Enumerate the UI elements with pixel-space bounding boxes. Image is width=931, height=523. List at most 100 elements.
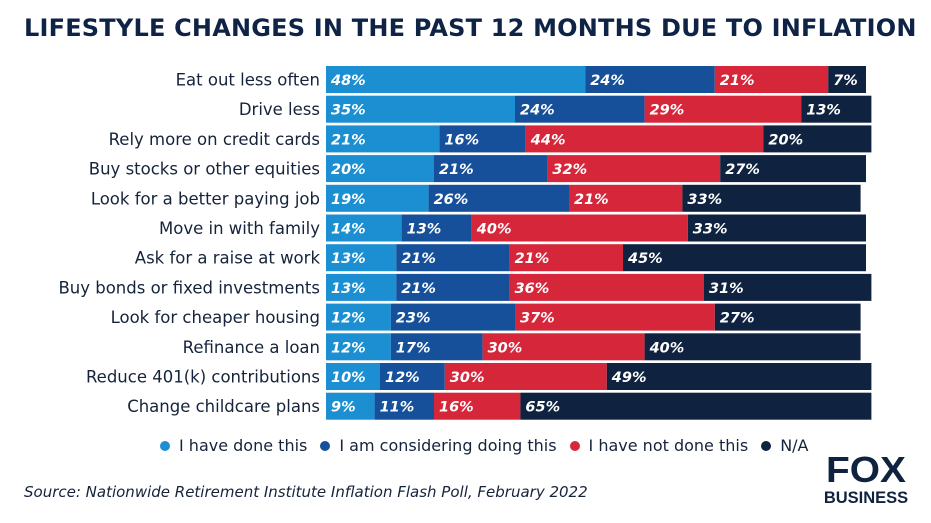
category-label-look-for-cheaper-housing: Look for cheaper housing [111,308,320,327]
bar-drive-less-i-have-done-this [326,95,515,123]
bar-move-in-with-family-i-have-not-done-this [471,214,688,242]
bar-refinance-a-loan-n-a [644,333,861,361]
chart-title: LIFESTYLE CHANGES IN THE PAST 12 MONTHS … [24,14,917,42]
value-label-ask-for-a-raise-at-work-i-am-considering-doing-this: 21% [401,251,436,267]
bar-drive-less-n-a [801,95,872,123]
value-label-refinance-a-loan-i-have-not-done-this: 30% [488,340,523,356]
value-label-look-for-cheaper-housing-n-a: 27% [720,311,755,327]
legend-item-considering: I am considering doing this [320,436,557,455]
value-label-eat-out-less-often-n-a: 7% [833,73,858,89]
bar-buy-stocks-or-other-equities-i-have-done-this [326,155,434,183]
bar-buy-bonds-or-fixed-investments-i-have-done-this [326,273,397,301]
category-label-change-childcare-plans: Change childcare plans [127,397,320,416]
legend-item-na: N/A [761,436,809,455]
bar-rely-more-on-credit-cards-n-a [763,125,872,153]
category-label-look-for-a-better-paying-job: Look for a better paying job [91,189,320,208]
bar-eat-out-less-often-n-a [828,66,866,93]
value-label-drive-less-i-am-considering-doing-this: 24% [520,103,555,119]
value-label-buy-stocks-or-other-equities-n-a: 27% [725,162,760,178]
value-label-buy-bonds-or-fixed-investments-i-have-done-this: 13% [331,281,366,297]
category-label-ask-for-a-raise-at-work: Ask for a raise at work [135,249,321,268]
logo-business: BUSINESS [824,489,908,507]
bar-move-in-with-family-i-have-done-this [326,214,402,242]
bar-buy-bonds-or-fixed-investments-i-am-considering-doing-this [396,273,510,301]
legend-item-done: I have done this [160,436,307,455]
category-label-reduce-401-k-contributions: Reduce 401(k) contributions [86,368,320,387]
bar-buy-bonds-or-fixed-investments-n-a [704,273,872,301]
bar-drive-less-i-have-not-done-this [644,95,802,123]
bar-look-for-cheaper-housing-i-am-considering-doing-this [390,303,515,331]
category-label-refinance-a-loan: Refinance a loan [183,338,320,357]
bar-rely-more-on-credit-cards-i-have-not-done-this [525,125,764,153]
bar-buy-stocks-or-other-equities-n-a [720,155,866,183]
value-label-look-for-cheaper-housing-i-have-not-done-this: 37% [520,311,555,327]
value-label-refinance-a-loan-i-am-considering-doing-this: 17% [396,340,431,356]
legend-item-not-done: I have not done this [569,436,748,455]
bar-move-in-with-family-n-a [687,214,866,242]
bar-change-childcare-plans-n-a [520,392,872,420]
legend-dot-na [761,440,772,451]
bar-buy-bonds-or-fixed-investments-i-have-not-done-this [509,273,704,301]
value-label-change-childcare-plans-n-a: 65% [525,400,560,416]
value-label-reduce-401-k-contributions-n-a: 49% [611,370,647,386]
bar-rely-more-on-credit-cards-i-am-considering-doing-this [439,125,526,153]
bar-ask-for-a-raise-at-work-i-have-done-this [326,244,397,272]
value-label-buy-stocks-or-other-equities-i-am-considering-doing-this: 21% [439,162,474,178]
value-label-buy-stocks-or-other-equities-i-have-done-this: 20% [331,162,366,178]
category-label-rely-more-on-credit-cards: Rely more on credit cards [109,130,320,149]
value-label-change-childcare-plans-i-have-not-done-this: 16% [439,400,474,416]
bar-refinance-a-loan-i-have-not-done-this [482,333,645,361]
value-label-change-childcare-plans-i-am-considering-doing-this: 11% [380,400,415,416]
bar-change-childcare-plans-i-have-not-done-this [434,392,521,420]
bar-drive-less-i-am-considering-doing-this [515,95,645,123]
value-label-buy-bonds-or-fixed-investments-n-a: 31% [709,281,744,297]
value-label-change-childcare-plans-i-have-done-this: 9% [331,400,356,416]
value-label-look-for-a-better-paying-job-i-have-done-this: 19% [331,192,366,208]
value-label-look-for-cheaper-housing-i-am-considering-doing-this: 23% [396,311,431,327]
value-label-look-for-a-better-paying-job-n-a: 33% [687,192,722,208]
bar-rely-more-on-credit-cards-i-have-done-this [326,125,440,153]
value-label-eat-out-less-often-i-have-done-this: 48% [330,73,366,89]
value-label-drive-less-n-a: 13% [806,103,841,119]
bar-reduce-401-k-contributions-n-a [606,363,872,390]
value-label-refinance-a-loan-n-a: 40% [649,340,685,356]
bar-reduce-401-k-contributions-i-have-not-done-this [444,363,607,390]
bar-buy-stocks-or-other-equities-i-have-not-done-this [547,155,721,183]
bar-buy-stocks-or-other-equities-i-am-considering-doing-this [434,155,548,183]
value-label-reduce-401-k-contributions-i-have-not-done-this: 30% [450,370,485,386]
value-label-rely-more-on-credit-cards-i-am-considering-doing-this: 16% [444,132,479,148]
bar-change-childcare-plans-i-have-done-this [326,392,375,420]
bar-reduce-401-k-contributions-i-have-done-this [326,363,380,390]
bar-ask-for-a-raise-at-work-i-have-not-done-this [509,244,623,272]
value-label-drive-less-i-have-done-this: 35% [331,103,366,119]
fox-business-logo: FOX BUSINESS [824,450,908,507]
legend-label-done: I have done this [179,436,308,455]
bar-refinance-a-loan-i-have-done-this [326,333,391,361]
bar-look-for-cheaper-housing-n-a [714,303,861,331]
bar-reduce-401-k-contributions-i-am-considering-doing-this [380,363,445,390]
value-label-eat-out-less-often-i-have-not-done-this: 21% [720,73,755,89]
value-label-rely-more-on-credit-cards-i-have-done-this: 21% [331,132,366,148]
value-label-ask-for-a-raise-at-work-n-a: 45% [627,251,663,267]
category-label-buy-stocks-or-other-equities: Buy stocks or other equities [89,160,320,179]
value-label-ask-for-a-raise-at-work-i-have-done-this: 13% [331,251,366,267]
value-label-buy-stocks-or-other-equities-i-have-not-done-this: 32% [552,162,587,178]
legend-label-na: N/A [780,436,809,455]
logo-fox: FOX [826,450,906,490]
category-label-buy-bonds-or-fixed-investments: Buy bonds or fixed investments [58,278,320,297]
category-label-eat-out-less-often: Eat out less often [176,71,320,90]
bar-eat-out-less-often-i-have-done-this [326,66,586,93]
bar-ask-for-a-raise-at-work-i-am-considering-doing-this [396,244,510,272]
stacked-bar-chart: Eat out less often 48% 24% 21% 7% Drive less 3… [58,66,872,420]
value-label-buy-bonds-or-fixed-investments-i-have-not-done-this: 36% [515,281,550,297]
value-label-ask-for-a-raise-at-work-i-have-not-done-this: 21% [515,251,550,267]
bar-look-for-a-better-paying-job-i-am-considering-doing-this [428,184,569,212]
chart-legend: I have done this I am considering doing … [160,436,822,455]
legend-dot-done [160,440,170,451]
value-label-look-for-a-better-paying-job-i-have-not-done-this: 21% [574,192,609,208]
value-label-move-in-with-family-i-have-done-this: 14% [331,222,366,238]
source-note: Source: Nationwide Retirement Institute … [24,483,588,501]
category-label-drive-less: Drive less [239,100,320,119]
value-label-refinance-a-loan-i-have-done-this: 12% [331,340,366,356]
bar-look-for-cheaper-housing-i-have-not-done-this [515,303,715,331]
